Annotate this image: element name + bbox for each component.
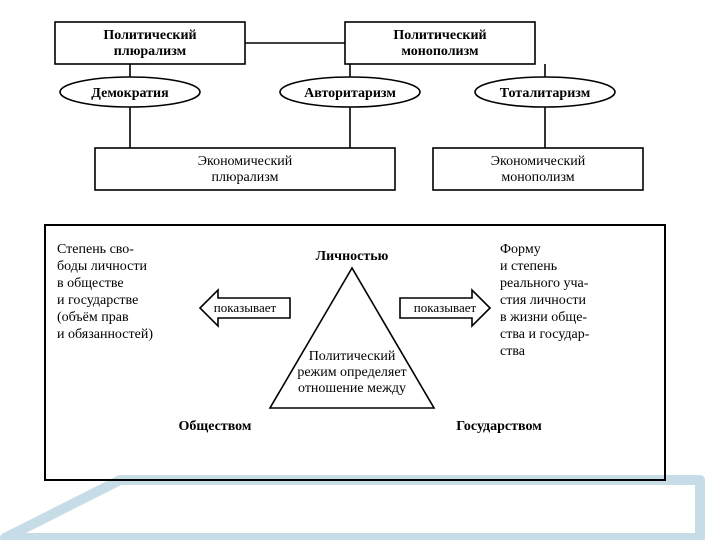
label-political-pluralism: Политическийплюрализм	[103, 28, 196, 59]
label-vertex-society: Обществом	[179, 419, 252, 434]
label-arrow-left: показывает	[214, 300, 277, 315]
label-democracy: Демократия	[91, 86, 169, 101]
label-authoritarianism: Авторитаризм	[304, 86, 396, 101]
accent-wedge	[5, 480, 700, 538]
label-vertex-person: Личностью	[316, 249, 389, 264]
label-political-monopolism: Политическиймонополизм	[393, 28, 486, 59]
label-triangle-center: Политическийрежим определяетотношение ме…	[297, 349, 406, 396]
label-totalitarianism: Тоталитаризм	[500, 86, 591, 101]
label-vertex-state: Государством	[456, 419, 542, 434]
label-arrow-right: показывает	[414, 300, 477, 315]
label-economic-monopolism: Экономическиймонополизм	[491, 154, 586, 185]
